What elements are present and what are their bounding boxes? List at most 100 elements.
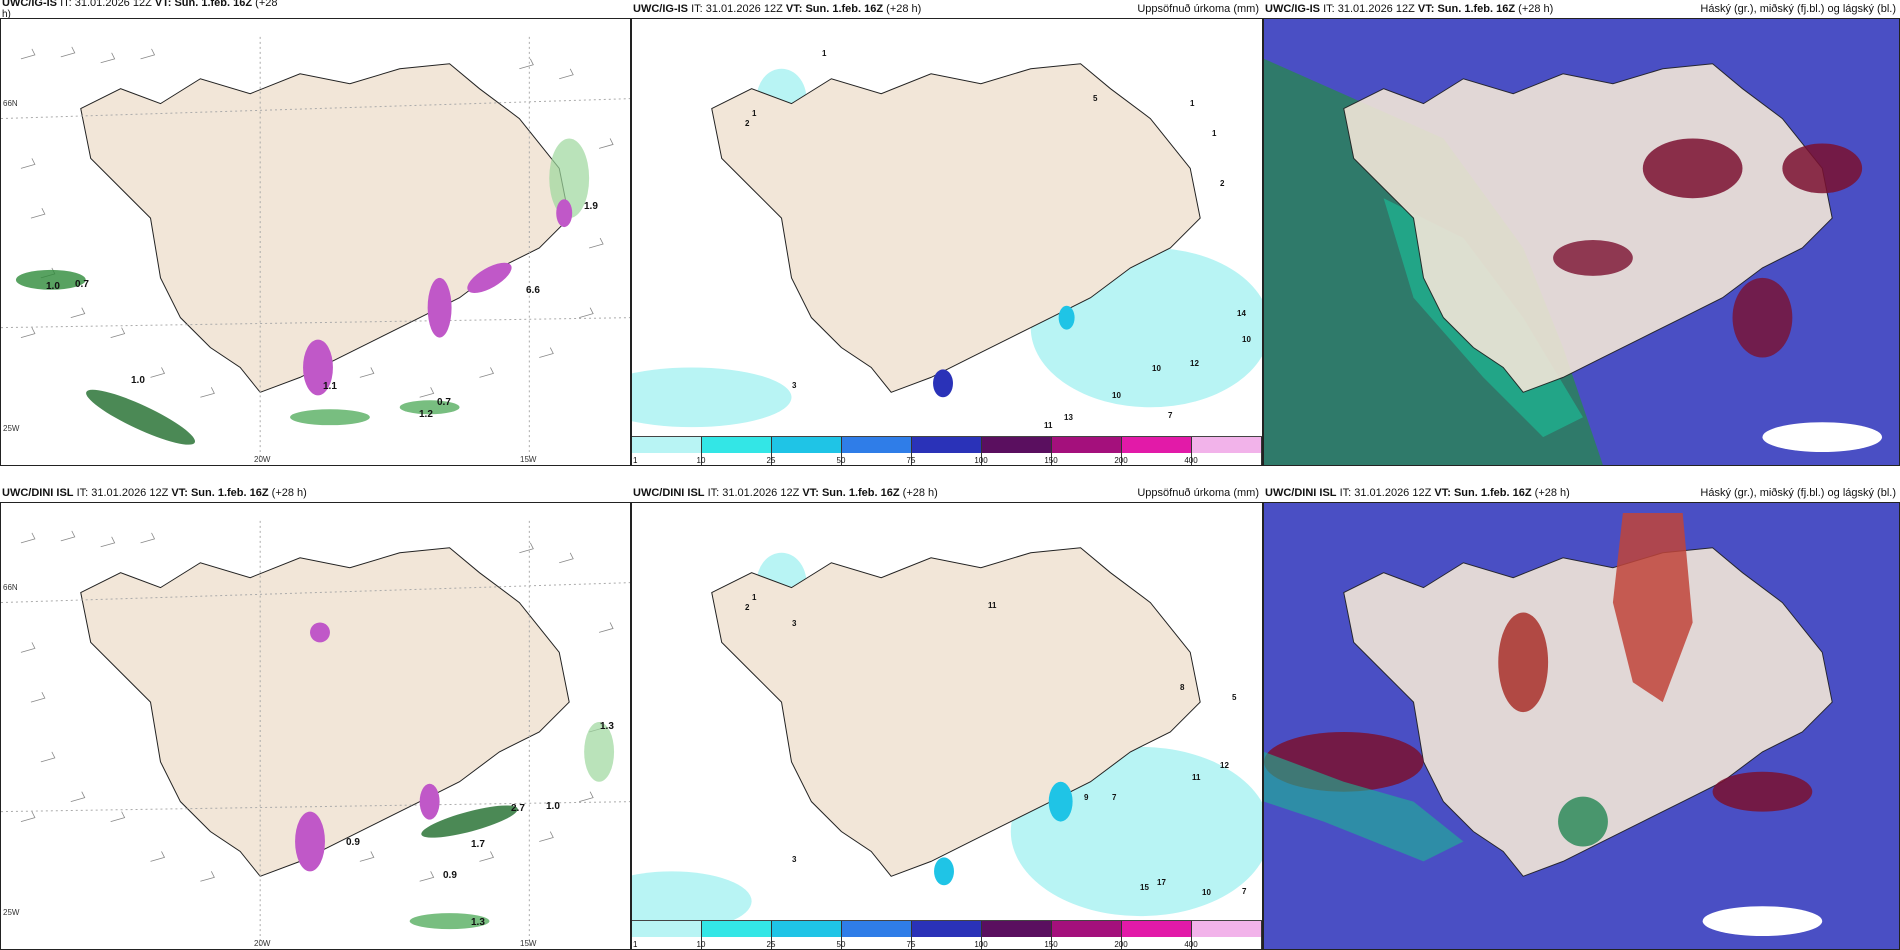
cloud-map-graphic — [1264, 19, 1899, 465]
model-name: UWC/IG-IS — [1265, 3, 1320, 15]
lead-time: (+28 h) — [1518, 3, 1554, 15]
precip-value: 10 — [1112, 391, 1121, 400]
lead-time: (+28 h) — [1534, 487, 1570, 499]
precip-colorbar: 10 25 50 75 100 150 200 400 1 — [632, 920, 1262, 949]
panel-wind-igis: UWC/IG-IS IT: 31.01.2026 12Z VT: Sun. 1.… — [0, 0, 631, 466]
it-value: 31.01.2026 12Z — [1354, 487, 1432, 499]
precip-value: 7 — [1168, 411, 1173, 420]
it-value: 31.01.2026 12Z — [705, 3, 783, 15]
panel-precip-igis: UWC/IG-IS IT: 31.01.2026 12Z VT: Sun. 1.… — [631, 0, 1263, 466]
colorbar-swatch — [702, 921, 771, 937]
precip-value: 0.9 — [443, 870, 457, 881]
colorbar-segment: 25 — [702, 437, 775, 465]
vt-value: Sun. 1.feb. 16Z — [805, 3, 884, 15]
lead-time: (+28 h) — [902, 487, 938, 499]
precip-value: 1.0 — [546, 801, 560, 812]
precip-map-graphic — [632, 503, 1262, 949]
colorbar-segment: 50 — [772, 437, 845, 465]
panel-header: UWC/IG-IS IT: 31.01.2026 12Z VT: Sun. 1.… — [0, 0, 631, 18]
colorbar-tick-label: 1 — [633, 940, 638, 949]
vt-value: Sun. 1.feb. 16Z — [1437, 3, 1516, 15]
panel-precip-dini: UWC/DINI ISL IT: 31.01.2026 12Z VT: Sun.… — [631, 484, 1263, 950]
colorbar-tick-label: 200 — [1114, 456, 1128, 465]
colorbar-tick-label: 400 — [1184, 940, 1198, 949]
it-label: IT: — [1339, 487, 1352, 499]
cloud-map[interactable] — [1263, 18, 1900, 466]
precip-map[interactable]: 1 2 3 11 8 12 5 15 17 10 7 11 9 7 3 10 25… — [631, 502, 1263, 950]
graticule — [1, 520, 630, 949]
lon-label-20w: 20W — [254, 939, 271, 948]
precip-value: 1.0 — [46, 281, 60, 292]
cloud-map[interactable] — [1263, 502, 1900, 950]
precip-value: 1.1 — [323, 381, 337, 392]
colorbar-tick-label: 10 — [696, 456, 706, 465]
lat-label-66n: 66N — [3, 99, 18, 108]
it-value: 31.01.2026 12Z — [74, 0, 152, 9]
precip-value: 9 — [1084, 793, 1089, 802]
panel-cloud-dini: UWC/DINI ISL IT: 31.01.2026 12Z VT: Sun.… — [1263, 484, 1900, 950]
wind-map[interactable]: 66N 25W 20W 15W 1.3 1.0 2.7 0.9 1.3 1.7 … — [0, 502, 631, 950]
colorbar-swatch — [772, 437, 841, 453]
precip-value: 0.7 — [75, 279, 89, 290]
colorbar-segment: 100 — [912, 921, 988, 949]
colorbar-tick-label: 100 — [974, 456, 988, 465]
precip-value: 1 — [752, 593, 757, 602]
vt-label: VT: — [785, 3, 803, 15]
model-name: UWC/DINI ISL — [633, 487, 705, 499]
colorbar-segment: 150 — [982, 437, 1058, 465]
precip-value: 2 — [745, 603, 750, 612]
vt-value: Sun. 1.feb. 16Z — [1453, 487, 1532, 499]
precip-value: 2 — [745, 119, 750, 128]
precip-value: 10 — [1242, 335, 1251, 344]
colorbar-tick-label: 75 — [906, 456, 916, 465]
colorbar-segment: 200 — [1052, 437, 1128, 465]
colorbar-segment: 75 — [842, 921, 915, 949]
model-name: UWC/IG-IS — [633, 3, 688, 15]
precip-value: 8 — [1180, 683, 1185, 692]
precip-purple — [295, 622, 440, 872]
colorbar-tick-label: 150 — [1044, 940, 1058, 949]
precip-map-graphic — [632, 19, 1262, 465]
colorbar-tick-label: 50 — [836, 940, 846, 949]
cloud-map-graphic — [1264, 503, 1899, 949]
colorbar-tick-label: 100 — [974, 940, 988, 949]
colorbar-swatch — [842, 921, 911, 937]
colorbar-segment: 100 — [912, 437, 988, 465]
panel-header: UWC/DINI ISL IT: 31.01.2026 12Z VT: Sun.… — [631, 484, 1263, 502]
colorbar-segment: 25 — [702, 921, 775, 949]
colorbar-segment: 200 — [1052, 921, 1128, 949]
precip-value: 1.3 — [471, 917, 485, 928]
colorbar-tick-label: 1 — [633, 456, 638, 465]
precip-map[interactable]: 1 2 3 5 1 1 1 2 14 10 12 10 10 13 11 7 1… — [631, 18, 1263, 466]
colorbar-segment — [1192, 437, 1262, 465]
precip-value: 13 — [1064, 413, 1073, 422]
it-label: IT: — [691, 3, 703, 15]
precip-value: 5 — [1093, 94, 1098, 103]
colorbar-swatch — [1052, 921, 1121, 937]
precip-purple — [303, 199, 573, 396]
precip-value: 1.3 — [600, 721, 614, 732]
lead-time: (+28 — [255, 0, 278, 9]
precip-value: 5 — [1232, 693, 1237, 702]
field-title: Uppsöfnuð úrkoma (mm) — [1137, 487, 1259, 499]
lat-label-25w: 25W — [3, 424, 20, 433]
it-label: IT: — [1323, 3, 1335, 15]
precip-value: 1.0 — [131, 375, 145, 386]
vt-value: Sun. 1.feb. 16Z — [821, 487, 900, 499]
panel-wind-dini: UWC/DINI ISL IT: 31.01.2026 12Z VT: Sun.… — [0, 484, 631, 950]
precip-value: 11 — [1044, 421, 1053, 430]
vt-value: Sun. 1.feb. 16Z — [174, 0, 253, 9]
precip-green — [409, 722, 615, 930]
iceland-land — [80, 547, 570, 877]
it-value: 31.01.2026 12Z — [1337, 3, 1415, 15]
precip-value: 1 — [752, 109, 757, 118]
precip-value: 1.2 — [419, 409, 433, 420]
precip-value: 3 — [792, 855, 797, 864]
wind-map[interactable]: 66N 25W 20W 15W 1.0 0.7 1.0 1.1 0.7 1.2 … — [0, 18, 631, 466]
lon-label-15w: 15W — [520, 455, 537, 464]
precip-value: 1 — [822, 49, 827, 58]
model-name: UWC/IG-IS — [2, 0, 57, 9]
precip-colorbar: 10 25 50 75 100 150 200 400 1 — [632, 436, 1262, 465]
colorbar-swatch — [1192, 437, 1261, 453]
lead-time: (+28 h) — [271, 487, 307, 499]
